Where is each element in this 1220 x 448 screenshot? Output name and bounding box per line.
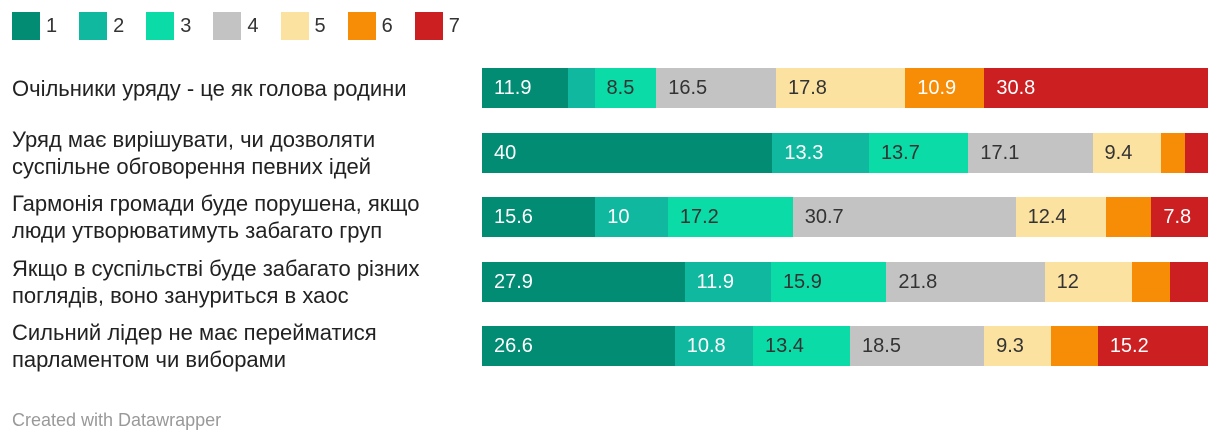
legend-swatch <box>213 12 242 40</box>
segment-value-label: 15.6 <box>494 206 533 228</box>
bar-segment: 17.8 <box>776 68 906 108</box>
bar-segment: 11.9 <box>482 68 569 108</box>
credit-footer: Created with Datawrapper <box>12 410 222 430</box>
bar-segment: 10.8 <box>674 326 753 366</box>
legend-item: 3 <box>146 12 191 40</box>
legend-item: 1 <box>12 12 57 40</box>
legend-item: 5 <box>280 12 326 40</box>
bar-segment <box>1184 133 1208 173</box>
chart-plot: Очільники уряду - це як голова родини 11.… <box>12 68 1208 372</box>
chart-legend: 1 2 3 4 5 6 7 <box>12 12 482 40</box>
bar-segment <box>1160 133 1185 173</box>
legend-swatch <box>12 12 40 40</box>
segment-value-label: 11.9 <box>494 77 532 99</box>
bar-segment: 9.3 <box>984 326 1052 366</box>
segment-value-label: 18.5 <box>862 335 901 357</box>
legend-swatch <box>79 12 108 40</box>
bar-segment: 12.4 <box>1015 197 1106 237</box>
segment-value-label: 16.5 <box>668 77 708 99</box>
segment-value-label: 17.8 <box>788 77 827 99</box>
legend-item: 2 <box>79 12 124 40</box>
bar-segment: 13.3 <box>772 133 869 173</box>
segment-value-label: 26.6 <box>494 335 533 357</box>
bar-segment: 30.7 <box>792 197 1016 237</box>
segment-value-label: 15.2 <box>1109 335 1149 357</box>
legend-swatch <box>414 12 443 40</box>
segment-value-label: 13.3 <box>784 142 824 164</box>
bar-segment: 11.9 <box>684 262 771 302</box>
segment-value-label: 13.4 <box>764 335 804 357</box>
segment-value-label: 17.2 <box>679 206 719 228</box>
bar-segment: 15.9 <box>770 262 887 302</box>
bar-segment: 8.5 <box>594 68 657 108</box>
segment-value-label: 10.9 <box>917 77 957 99</box>
stacked-bar: 15.6 10 17.2 30.7 12.4 7.8 <box>482 197 1208 237</box>
legend-swatch <box>347 12 376 40</box>
legend-label: 6 <box>381 14 393 37</box>
segment-value-label: 7.8 <box>1163 206 1192 228</box>
legend-item: 6 <box>347 12 393 40</box>
bar-segment: 18.5 <box>850 326 985 366</box>
row-label: Гармонія громади буде порушена, якщо люд… <box>12 191 420 243</box>
segment-value-label: 27.9 <box>494 271 533 293</box>
segment-value-label: 30.8 <box>996 77 1036 99</box>
bar-segment <box>1105 197 1152 237</box>
legend-item: 4 <box>213 12 259 40</box>
segment-value-label: 9.4 <box>1104 142 1133 164</box>
legend-label: 7 <box>448 14 460 37</box>
segment-value-label: 11.9 <box>696 271 734 293</box>
legend-item: 7 <box>414 12 460 40</box>
stacked-bar: 27.9 11.9 15.9 21.8 12 <box>482 262 1208 302</box>
bar-segment <box>1170 262 1208 302</box>
bar-segment: 13.4 <box>752 326 851 366</box>
segment-value-label: 12 <box>1056 271 1079 293</box>
legend-swatch <box>280 12 309 40</box>
segment-value-label: 40 <box>494 142 517 164</box>
segment-value-label: 10.8 <box>686 335 726 357</box>
segment-value-label: 12.4 <box>1027 206 1067 228</box>
bar-segment: 17.2 <box>667 197 793 237</box>
bar-segment: 16.5 <box>656 68 776 108</box>
legend-label: 1 <box>46 14 58 37</box>
row-label: Якщо в суспільстві буде забагато різних … <box>12 256 420 308</box>
legend-swatch <box>146 12 175 40</box>
bar-segment: 17.1 <box>968 133 1093 173</box>
bar-segment: 10 <box>595 197 668 237</box>
bar-segment: 40 <box>482 133 773 173</box>
bar-segment: 27.9 <box>482 262 685 302</box>
segment-value-label: 30.7 <box>804 206 844 228</box>
row-label: Сильний лідер не має перейматися парламе… <box>12 320 377 372</box>
stacked-bar: 40 13.3 13.7 17.1 9.4 <box>482 133 1208 173</box>
bar-segment <box>1131 262 1171 302</box>
bar-segment: 15.6 <box>482 197 596 237</box>
legend-label: 3 <box>180 14 192 37</box>
segment-value-label: 13.7 <box>880 142 920 164</box>
legend-label: 4 <box>247 14 259 37</box>
segment-value-label: 15.9 <box>782 271 822 293</box>
bar-segment: 12 <box>1044 262 1132 302</box>
legend-label: 2 <box>113 14 125 37</box>
row-label: Уряд має вирішувати, чи дозволяти суспіл… <box>12 127 376 179</box>
stacked-bar: 26.6 10.8 13.4 18.5 9.3 15.2 <box>482 326 1208 366</box>
bar-segment: 30.8 <box>984 68 1208 108</box>
legend-label: 5 <box>314 14 326 37</box>
stacked-bar: 11.9 8.5 16.5 17.8 10.9 30.8 <box>482 68 1208 108</box>
bar-segment: 15.2 <box>1097 326 1208 366</box>
segment-value-label: 21.8 <box>898 271 938 293</box>
segment-value-label: 10 <box>607 206 630 228</box>
bar-segment: 13.7 <box>868 133 969 173</box>
row-label: Очільники уряду - це як голова родини <box>12 76 407 101</box>
bar-segment: 9.4 <box>1092 133 1161 173</box>
bar-segment: 21.8 <box>886 262 1045 302</box>
segment-value-label: 9.3 <box>996 335 1024 357</box>
segment-value-label: 8.5 <box>606 77 635 99</box>
bar-segment: 7.8 <box>1151 197 1208 237</box>
bar-segment <box>1051 326 1098 366</box>
bar-segment: 26.6 <box>482 326 675 366</box>
bar-segment <box>568 68 595 108</box>
bar-segment: 10.9 <box>905 68 985 108</box>
segment-value-label: 17.1 <box>980 142 1020 164</box>
